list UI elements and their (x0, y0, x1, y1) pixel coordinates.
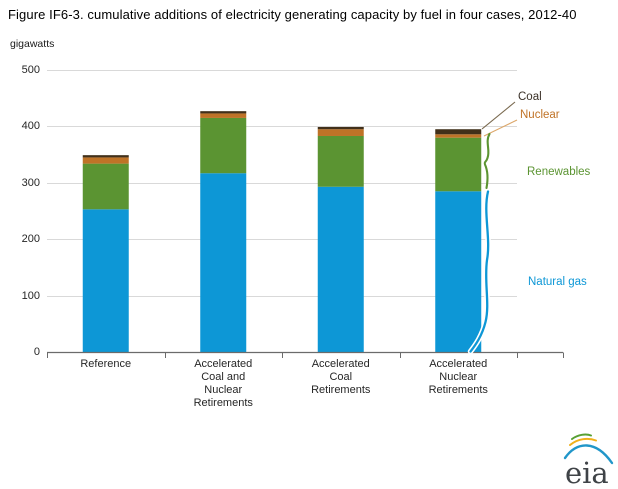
x-axis-label-cat3: Accelerated Coal Retirements (282, 358, 400, 397)
bar-segment-coal-cat1 (82, 155, 129, 158)
x-axis-label-line: Accelerated (194, 358, 253, 370)
eia-logo-green-arc (571, 433, 592, 440)
bar-segment-coal-cat4 (435, 129, 482, 135)
y-tick-label-0: 0 (33, 346, 40, 358)
x-axis-label-cat4: Accelerated Nuclear Retirements (399, 358, 517, 397)
x-axis-label-cat2: Accelerated Coal and Nuclear Retirements (164, 358, 282, 410)
y-axis-unit-label: gigawatts (10, 38, 55, 50)
x-axis-label-line: Reference (80, 358, 132, 370)
eia-logo-text: eia (565, 456, 609, 488)
bar-segment-natural-gas-cat3 (317, 186, 364, 352)
x-axis-label-line: Accelerated (429, 358, 488, 370)
renewables-series-label: Renewables (527, 166, 591, 178)
bar-segment-coal-cat3 (317, 126, 364, 130)
eia-logo-yellow-arc (569, 437, 597, 446)
chart-title: Figure IF6-3. cumulative additions of el… (8, 7, 577, 22)
coal-series-label: Coal (518, 91, 542, 103)
bar-segment-nuclear-cat4 (435, 134, 482, 138)
eia-logo: eia (563, 433, 614, 488)
x-axis-label-line: Retirements (428, 384, 488, 396)
bar-segment-renewables-cat2 (200, 117, 247, 174)
natural-gas-series-label: Natural gas (528, 276, 587, 288)
y-tick-label-400: 400 (21, 120, 40, 133)
natural-gas-brace (469, 190, 490, 353)
bar-segment-natural-gas-cat1 (82, 209, 129, 352)
eia-logo-blue-arc (563, 444, 614, 465)
bar-segment-nuclear-cat1 (82, 157, 129, 164)
bar-segment-nuclear-cat3 (317, 129, 364, 136)
x-axis-label-line: Nuclear (439, 371, 478, 383)
bar-segment-natural-gas-cat2 (200, 173, 247, 352)
x-axis-label-line: Nuclear (204, 384, 243, 396)
x-axis-label-line: Coal and (201, 371, 246, 383)
y-tick-label-100: 100 (21, 289, 40, 302)
bar-segment-coal-cat2 (200, 111, 247, 114)
bar-segment-natural-gas-cat4 (435, 191, 482, 352)
coal-leader-line (481, 101, 516, 130)
nuclear-series-label: Nuclear (520, 109, 560, 121)
x-axis-label-cat1: Reference (47, 358, 165, 371)
bar-segment-renewables-cat4 (435, 137, 482, 192)
x-axis-label-line: Retirements (193, 397, 253, 409)
y-tick-label-500: 500 (21, 64, 40, 76)
x-axis-label-line: Coal (329, 371, 353, 383)
y-tick-label-200: 200 (21, 233, 40, 246)
bar-segment-nuclear-cat2 (200, 113, 247, 118)
x-axis-label-line: Retirements (311, 384, 371, 396)
renewables-brace (483, 132, 491, 190)
bar-segment-renewables-cat3 (317, 135, 364, 187)
x-axis-label-line: Accelerated (311, 358, 370, 370)
y-tick-label-300: 300 (21, 176, 40, 189)
bar-segment-renewables-cat1 (82, 163, 129, 210)
